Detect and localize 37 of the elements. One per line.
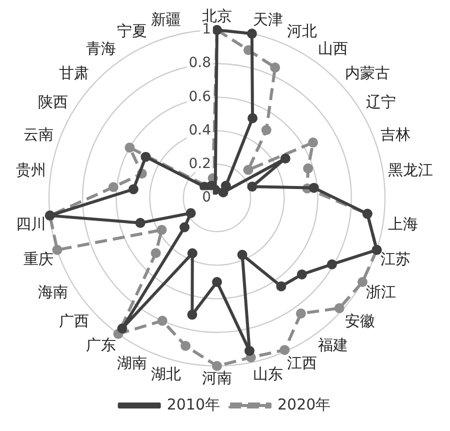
legend-label: 2020年: [278, 395, 331, 414]
spoke-label: 四川: [16, 214, 46, 233]
y-tick-label: 0.2: [188, 156, 211, 172]
spoke-label: 海南: [38, 282, 68, 301]
spoke-label: 新疆: [151, 10, 182, 29]
spoke-label: 辽宁: [366, 92, 396, 111]
spoke-label: 贵州: [16, 160, 46, 179]
spoke-label: 内蒙古: [344, 64, 390, 82]
spoke-label: 吉林: [380, 126, 411, 144]
spoke-label: 广东: [86, 336, 116, 354]
spoke-label: 陕西: [38, 92, 68, 111]
spoke-label: 云南: [23, 126, 54, 144]
y-tick-label: 1: [202, 22, 211, 38]
y-tick-label: 0.8: [188, 55, 211, 72]
spoke-label: 甘肃: [59, 64, 90, 82]
spoke-label: 宁夏: [117, 22, 148, 40]
spoke-label: 广西: [59, 312, 90, 330]
spoke-label: 福建: [318, 336, 348, 354]
spoke-label: 上海: [388, 214, 418, 233]
y-tick-label: 0: [202, 190, 211, 206]
spoke-label: 山东: [252, 365, 283, 384]
spoke-label: 浙江: [366, 282, 396, 301]
spoke-label: 河南: [202, 368, 232, 387]
spoke-label: 江苏: [380, 250, 411, 268]
spoke-label: 黑龙江: [388, 160, 434, 179]
spoke-label: 重庆: [23, 250, 54, 268]
y-tick-label: 0.6: [188, 88, 212, 105]
legend-label: 2010年: [166, 395, 220, 414]
spoke-label: 河北: [286, 22, 317, 40]
spoke-label: 青海: [86, 40, 116, 58]
spoke-label: 湖南: [117, 354, 148, 372]
spoke-label: 山西: [318, 40, 348, 58]
spoke-label: 湖北: [151, 365, 182, 384]
y-tick-label: 0.4: [188, 122, 212, 138]
spoke-label: 安徽: [344, 312, 375, 330]
spoke-label: 天津: [252, 10, 283, 29]
spoke-label: 江西: [286, 354, 317, 372]
